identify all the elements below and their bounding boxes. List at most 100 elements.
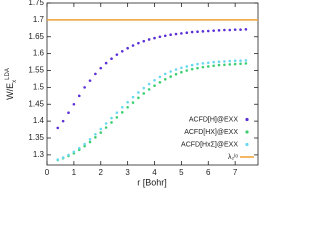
data-point (169, 70, 172, 73)
data-point (223, 60, 226, 63)
y-label-sup: LDA (5, 68, 11, 80)
data-point (223, 28, 226, 32)
data-point (244, 59, 248, 62)
data-point (239, 28, 242, 31)
y-label-main: W/E (5, 83, 15, 100)
data-point (88, 140, 92, 144)
data-point (56, 158, 60, 161)
data-point (190, 63, 194, 67)
data-point (212, 29, 215, 32)
data-point (190, 67, 194, 71)
data-point (110, 121, 113, 124)
data-point (61, 119, 65, 123)
data-point (201, 30, 205, 33)
y-tick-label: 1.75 (28, 0, 44, 7)
data-point (147, 88, 151, 91)
data-point (163, 34, 167, 38)
data-point (158, 35, 162, 39)
y-tick-label: 1.3 (33, 150, 45, 159)
x-tick-label: 4 (152, 168, 157, 177)
data-point (120, 105, 124, 109)
data-point (174, 72, 178, 76)
x-tick-label: 7 (233, 168, 238, 177)
data-point (94, 72, 97, 76)
legend-label: ACFD[HxΣ]@EXX (181, 141, 238, 148)
x-tick-label: 0 (45, 168, 50, 177)
data-point (120, 111, 124, 114)
data-point (104, 61, 108, 65)
x-tick-label: 6 (206, 168, 211, 177)
data-point (190, 30, 194, 34)
data-point (206, 65, 210, 68)
data-point (83, 86, 86, 89)
data-point (201, 62, 205, 65)
x-tick-label: 1 (72, 168, 77, 177)
y-tick-label: 1.4 (33, 116, 45, 125)
x-axis-label: r [Bohr] (137, 177, 167, 187)
data-point (126, 100, 129, 104)
data-point (196, 66, 199, 70)
legend-marker (245, 130, 249, 134)
plot-frame (46, 2, 259, 166)
data-point (180, 66, 183, 70)
data-point (153, 36, 156, 40)
chart: W/ExLDA r [Bohr] 1.3 1.35 1.4 1.45 1.5 1.55 1.… (5, 0, 259, 187)
data-point (72, 150, 76, 154)
data-point (115, 111, 119, 114)
legend-label: ACFD[HX]@EXX (184, 129, 238, 136)
data-point (233, 62, 237, 66)
data-point (217, 63, 221, 67)
data-point (110, 116, 113, 120)
data-point (244, 28, 248, 31)
data-point (239, 62, 242, 66)
data-point (185, 65, 189, 68)
data-point (196, 62, 199, 66)
data-point (137, 41, 140, 45)
data-point (180, 70, 183, 74)
data-point (83, 142, 86, 146)
data-point (67, 111, 70, 114)
y-label-sub: x (12, 80, 18, 83)
y-tick-label: 1.6 (33, 49, 45, 58)
data-point (67, 153, 70, 157)
data-point (163, 77, 167, 81)
y-tick-label: 1.5 (33, 82, 45, 91)
y-tick-label: 1.7 (33, 15, 45, 24)
data-point (201, 65, 205, 69)
data-point (163, 72, 167, 76)
data-point (142, 39, 146, 43)
data-point (206, 61, 210, 65)
data-point (99, 131, 103, 134)
data-point (228, 59, 232, 63)
data-point (142, 86, 146, 90)
data-point (94, 132, 97, 136)
legend-label: ACFD[H]@EXX (189, 116, 238, 123)
data-point (131, 95, 135, 99)
data-point (99, 66, 103, 70)
data-point (110, 57, 113, 60)
x-tick-label: 5 (179, 168, 184, 177)
data-point (217, 60, 221, 64)
data-point (72, 102, 76, 106)
data-point (56, 126, 60, 130)
data-point (228, 63, 232, 66)
data-point (228, 28, 232, 32)
data-point (233, 59, 237, 63)
data-point (126, 46, 129, 50)
data-point (131, 101, 135, 104)
data-point (212, 60, 215, 64)
data-point (142, 92, 146, 95)
data-point (88, 138, 92, 141)
data-point (147, 38, 151, 41)
x-tick-label: 3 (125, 168, 130, 177)
y-tick-label: 1.65 (28, 32, 44, 41)
data-point (61, 156, 65, 159)
data-point (94, 136, 97, 139)
legend-marker (245, 142, 249, 147)
data-point (233, 28, 237, 31)
data-point (223, 63, 226, 67)
data-point (244, 62, 248, 65)
data-point (153, 84, 156, 87)
data-point (131, 44, 135, 47)
data-point (137, 91, 140, 94)
